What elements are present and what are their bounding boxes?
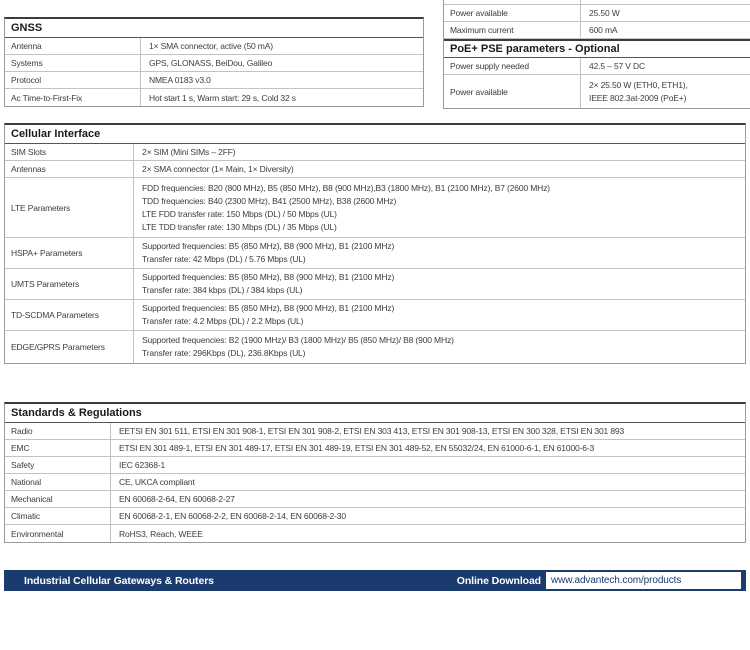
table-row: National CE, UKCA compliant — [5, 474, 745, 491]
spec-value: ETSI EN 301 489-1, ETSI EN 301 489-17, E… — [119, 443, 595, 453]
table-row: Antenna 1× SMA connector, active (50 mA) — [5, 38, 423, 55]
gnss-table: GNSS Antenna 1× SMA connector, active (5… — [4, 17, 424, 107]
spec-value: 2× 25.50 W (ETH0, ETH1), IEEE 802.3at-20… — [581, 75, 750, 108]
spec-label: Power available — [444, 5, 581, 21]
standards-table-title: Standards & Regulations — [5, 404, 745, 423]
spec-value-line: Transfer rate: 296Kbps (DL), 236.8Kbps (… — [142, 348, 306, 358]
spec-label — [444, 0, 581, 4]
spec-value-line: IEEE 802.3at-2009 (PoE+) — [589, 92, 687, 103]
spec-value: EN 60068-2-1, EN 60068-2-2, EN 60068-2-1… — [119, 511, 346, 521]
download-url-box[interactable]: www.advantech.com/products — [546, 572, 741, 589]
table-row: Safety IEC 62368-1 — [5, 457, 745, 474]
spec-value: 2× SMA connector (1× Main, 1× Diversity) — [142, 164, 294, 174]
spec-label: LTE Parameters — [5, 178, 134, 237]
spec-label: Ac Time-to-First-Fix — [5, 89, 141, 106]
table-row: UMTS Parameters Supported frequencies: B… — [5, 269, 745, 300]
spec-label: Protocol — [5, 72, 141, 88]
footer-bar: Industrial Cellular Gateways & Routers O… — [4, 570, 746, 591]
spec-value: EN 60068-2-64, EN 60068-2-27 — [119, 494, 235, 504]
spec-value: Supported frequencies: B5 (850 MHz), B8 … — [134, 238, 745, 268]
spec-value: Hot start 1 s, Warm start: 29 s, Cold 32… — [149, 92, 296, 103]
table-row-clipped — [444, 0, 750, 5]
spec-value: NMEA 0183 v3.0 — [149, 75, 211, 85]
spec-label: Power available — [444, 75, 581, 108]
spec-value: RoHS3, Reach, WEEE — [119, 528, 203, 539]
table-row: LTE Parameters FDD frequencies: B20 (800… — [5, 178, 745, 238]
table-row: TD-SCDMA Parameters Supported frequencie… — [5, 300, 745, 331]
footer-product-line: Industrial Cellular Gateways & Routers — [24, 574, 214, 587]
table-row: Systems GPS, GLONASS, BeiDou, Galileo — [5, 55, 423, 72]
table-row: Power supply needed 42.5 – 57 V DC — [444, 58, 750, 75]
spec-value: 2× SIM (Mini SIMs – 2FF) — [142, 147, 236, 157]
table-row: Environmental RoHS3, Reach, WEEE — [5, 525, 745, 542]
spec-value-line: Supported frequencies: B5 (850 MHz), B8 … — [142, 303, 395, 313]
spec-value: Supported frequencies: B5 (850 MHz), B8 … — [134, 269, 745, 299]
spec-value: FDD frequencies: B20 (800 MHz), B5 (850 … — [134, 178, 745, 237]
table-row: HSPA+ Parameters Supported frequencies: … — [5, 238, 745, 269]
spec-value: Supported frequencies: B5 (850 MHz), B8 … — [134, 300, 745, 330]
spec-label: UMTS Parameters — [5, 269, 134, 299]
spec-value: Supported frequencies: B2 (1900 MHz)/ B3… — [134, 331, 745, 363]
download-url[interactable]: www.advantech.com/products — [551, 575, 682, 586]
spec-value: 42.5 – 57 V DC — [589, 61, 646, 71]
spec-value-line: TDD frequencies: B40 (2300 MHz), B41 (25… — [142, 195, 397, 206]
spec-value-line: LTE TDD transfer rate: 130 Mbps (DL) / 3… — [142, 221, 337, 232]
spec-value-line: Transfer rate: 4.2 Mbps (DL) / 2.2 Mbps … — [142, 316, 304, 326]
spec-label: SIM Slots — [5, 144, 134, 160]
cellular-table-title: Cellular Interface — [5, 125, 745, 144]
table-row: Maximum current 600 mA — [444, 22, 750, 39]
spec-label: Power supply needed — [444, 58, 581, 74]
spec-value-line: Transfer rate: 42 Mbps (DL) / 5.76 Mbps … — [142, 254, 306, 264]
spec-value-line: LTE FDD transfer rate: 150 Mbps (DL) / 5… — [142, 208, 337, 219]
spec-value: IEC 62368-1 — [119, 460, 166, 470]
table-row: Climatic EN 60068-2-1, EN 60068-2-2, EN … — [5, 508, 745, 525]
spec-label: Antennas — [5, 161, 134, 177]
online-download-label: Online Download — [456, 574, 541, 587]
spec-label: Systems — [5, 55, 141, 71]
spec-label: Mechanical — [5, 491, 111, 507]
table-row: Ac Time-to-First-Fix Hot start 1 s, Warm… — [5, 89, 423, 106]
table-row: Mechanical EN 60068-2-64, EN 60068-2-27 — [5, 491, 745, 508]
spec-label: TD-SCDMA Parameters — [5, 300, 134, 330]
spec-value: 1× SMA connector, active (50 mA) — [149, 41, 273, 51]
spec-label: Radio — [5, 423, 111, 439]
table-row: EMC ETSI EN 301 489-1, ETSI EN 301 489-1… — [5, 440, 745, 457]
spec-value-line: Transfer rate: 384 kbps (DL) / 384 kbps … — [142, 285, 303, 295]
table-row: Antennas 2× SMA connector (1× Main, 1× D… — [5, 161, 745, 178]
spec-label: HSPA+ Parameters — [5, 238, 134, 268]
spec-label: Environmental — [5, 525, 111, 542]
gnss-table-title: GNSS — [5, 19, 423, 38]
online-download-group: Online Download www.advantech.com/produc… — [457, 570, 746, 591]
spec-label: Antenna — [5, 38, 141, 54]
spec-label: Maximum current — [444, 22, 581, 38]
spec-value-line: Supported frequencies: B5 (850 MHz), B8 … — [142, 272, 395, 282]
spec-label: Climatic — [5, 508, 111, 524]
table-row: Radio EETSI EN 301 511, ETSI EN 301 908-… — [5, 423, 745, 440]
spec-label: National — [5, 474, 111, 490]
table-row: EDGE/GPRS Parameters Supported frequenci… — [5, 331, 745, 363]
spec-value: CE, UKCA compliant — [119, 477, 195, 487]
standards-regulations-table: Standards & Regulations Radio EETSI EN 3… — [4, 402, 746, 543]
table-row: SIM Slots 2× SIM (Mini SIMs – 2FF) — [5, 144, 745, 161]
spec-label: EMC — [5, 440, 111, 456]
power-table: Power available 25.50 W Maximum current … — [443, 0, 750, 109]
spec-label: Safety — [5, 457, 111, 473]
table-row: Protocol NMEA 0183 v3.0 — [5, 72, 423, 89]
spec-value: 600 mA — [589, 25, 618, 35]
spec-value-line: Supported frequencies: B5 (850 MHz), B8 … — [142, 241, 395, 251]
table-row: Power available 25.50 W — [444, 5, 750, 22]
spec-value: 25.50 W — [589, 8, 620, 18]
spec-value-line: FDD frequencies: B20 (800 MHz), B5 (850 … — [142, 182, 550, 193]
spec-label: EDGE/GPRS Parameters — [5, 331, 134, 363]
spec-value: GPS, GLONASS, BeiDou, Galileo — [149, 58, 273, 68]
spec-value-line: Supported frequencies: B2 (1900 MHz)/ B3… — [142, 335, 454, 345]
spec-value-line: 2× 25.50 W (ETH0, ETH1), — [589, 79, 688, 90]
cellular-interface-table: Cellular Interface SIM Slots 2× SIM (Min… — [4, 123, 746, 364]
spec-value — [581, 0, 750, 4]
poe-section-title: PoE+ PSE parameters - Optional — [444, 39, 750, 58]
table-row: Power available 2× 25.50 W (ETH0, ETH1),… — [444, 75, 750, 108]
spec-value: EETSI EN 301 511, ETSI EN 301 908-1, ETS… — [119, 426, 625, 436]
